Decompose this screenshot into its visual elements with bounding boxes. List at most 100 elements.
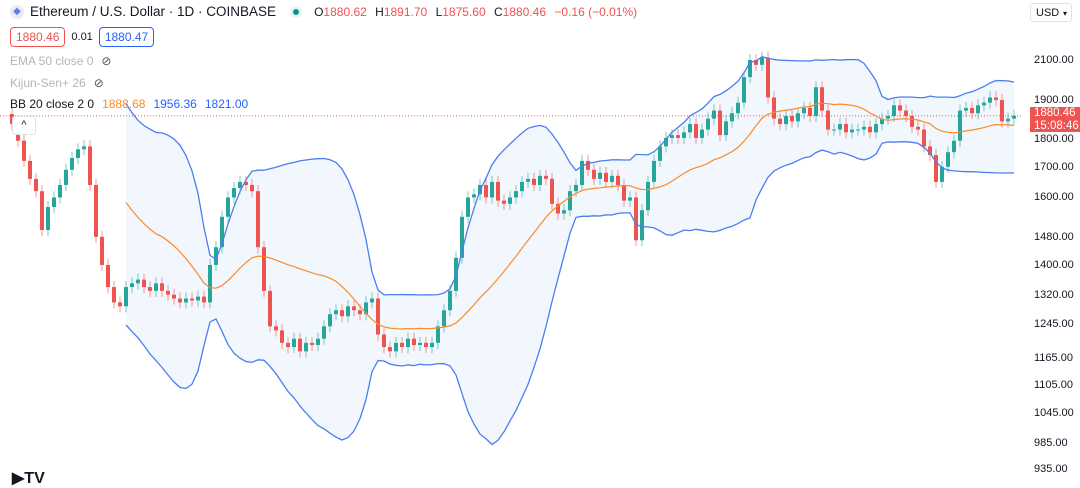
currency-label: USD xyxy=(1036,7,1060,19)
candle-body xyxy=(238,181,242,189)
candle-body xyxy=(586,160,590,170)
candle-body xyxy=(496,181,500,201)
y-tick-label: 1045.00 xyxy=(1034,406,1074,419)
candle-body xyxy=(412,338,416,345)
price-chart[interactable] xyxy=(0,0,1022,476)
candle-body xyxy=(664,137,668,147)
candle-body xyxy=(304,342,308,352)
candle-body xyxy=(916,126,920,130)
currency-selector[interactable]: USD ▾ xyxy=(1030,3,1072,22)
candle-body xyxy=(958,110,962,141)
candle-body xyxy=(610,175,614,182)
candle-body xyxy=(46,207,50,231)
bb-upper-line xyxy=(125,56,1015,296)
close-value: 1880.46 xyxy=(502,4,547,19)
candle-body xyxy=(658,146,662,161)
candle-body xyxy=(874,124,878,133)
candle-body xyxy=(760,57,764,65)
candle-body xyxy=(40,191,44,231)
candle-body xyxy=(856,129,860,131)
candle-body xyxy=(556,203,560,214)
candle-body xyxy=(616,175,620,185)
candle-body xyxy=(514,191,518,198)
candle-body xyxy=(982,102,986,106)
candle-body xyxy=(460,216,464,258)
candle-body xyxy=(688,124,692,133)
tradingview-logo[interactable]: ▶TV xyxy=(12,470,45,487)
candle-body xyxy=(994,97,998,101)
price-axis[interactable]: 2100.00 1900.00 1800.00 1700.00 1600.00 1480.… xyxy=(1022,0,1080,476)
candle-body xyxy=(70,157,74,170)
indicator-kijun[interactable]: Kijun-Sen+ 26 ⊘ xyxy=(10,76,104,90)
indicator-bb[interactable]: BB 20 close 2 0 1888.68 1956.36 1821.00 xyxy=(10,97,248,111)
indicator-ema[interactable]: EMA 50 close 0 ⊘ xyxy=(10,54,111,68)
candle-body xyxy=(100,236,104,265)
candle-body xyxy=(802,107,806,114)
candle-body xyxy=(286,342,290,348)
candle-body xyxy=(550,178,554,204)
y-tick-label: 1400.00 xyxy=(1034,258,1074,271)
candle-body xyxy=(520,181,524,192)
spread-value: 0.01 xyxy=(71,31,93,43)
candle-body xyxy=(484,184,488,198)
candle-body xyxy=(292,338,296,348)
candle-body xyxy=(790,115,794,122)
candle-body xyxy=(112,287,116,303)
candle-body xyxy=(358,310,362,315)
candle-body xyxy=(406,338,410,348)
candle-body xyxy=(892,105,896,116)
candle-body xyxy=(820,87,824,111)
candle-body xyxy=(136,279,140,284)
candle-body xyxy=(148,287,152,291)
trade-buttons: 1880.46 0.01 1880.47 xyxy=(10,27,155,47)
buy-button[interactable]: 1880.47 xyxy=(98,27,155,47)
candle-body xyxy=(868,126,872,133)
indicator-label: Kijun-Sen+ 26 xyxy=(10,76,86,90)
candle-body xyxy=(400,342,404,348)
collapse-legend-button[interactable]: ^ xyxy=(12,116,36,135)
candle-body xyxy=(232,188,236,198)
candle-body xyxy=(196,296,200,301)
bb-lower-value: 1821.00 xyxy=(204,97,249,111)
candle-body xyxy=(430,342,434,348)
y-tick-label: 1320.00 xyxy=(1034,288,1074,301)
candle-body xyxy=(262,247,266,291)
candle-body xyxy=(952,140,956,153)
candle-body xyxy=(922,129,926,147)
candle-body xyxy=(532,178,536,185)
candle-body xyxy=(940,166,944,182)
eye-off-icon[interactable]: ⊘ xyxy=(93,76,104,90)
candle-body xyxy=(928,146,932,156)
candle-body xyxy=(754,60,758,65)
sell-button[interactable]: 1880.46 xyxy=(10,27,66,47)
eye-off-icon[interactable]: ⊘ xyxy=(101,54,112,68)
candle-body xyxy=(910,115,914,127)
candle-body xyxy=(22,140,26,161)
last-price-label: 1880.46 15:08:46 xyxy=(1030,107,1080,132)
candle-body xyxy=(604,172,608,182)
bar-countdown: 15:08:46 xyxy=(1034,119,1079,132)
indicator-label: EMA 50 close 0 xyxy=(10,54,94,68)
candle-body xyxy=(934,155,938,182)
candle-body xyxy=(76,149,80,158)
candle-body xyxy=(730,113,734,122)
candle-body xyxy=(850,129,854,133)
chevron-down-icon: ▾ xyxy=(1062,9,1067,18)
candle-body xyxy=(364,302,368,315)
candle-body xyxy=(784,115,788,125)
candle-body xyxy=(256,191,260,248)
candle-body xyxy=(250,184,254,192)
candle-body xyxy=(274,326,278,331)
candle-body xyxy=(634,197,638,241)
candle-body xyxy=(346,306,350,317)
candle-body xyxy=(862,126,866,130)
candle-body xyxy=(142,279,146,288)
last-price: 1880.46 xyxy=(1034,107,1076,119)
candle-body xyxy=(580,160,584,185)
candle-body xyxy=(334,310,338,315)
candle-body xyxy=(226,197,230,217)
candle-body xyxy=(280,330,284,343)
symbol-title[interactable]: Ethereum / U.S. Dollar · 1D · COINBASE xyxy=(30,4,277,19)
candle-body xyxy=(844,124,848,133)
candle-body xyxy=(28,160,32,179)
